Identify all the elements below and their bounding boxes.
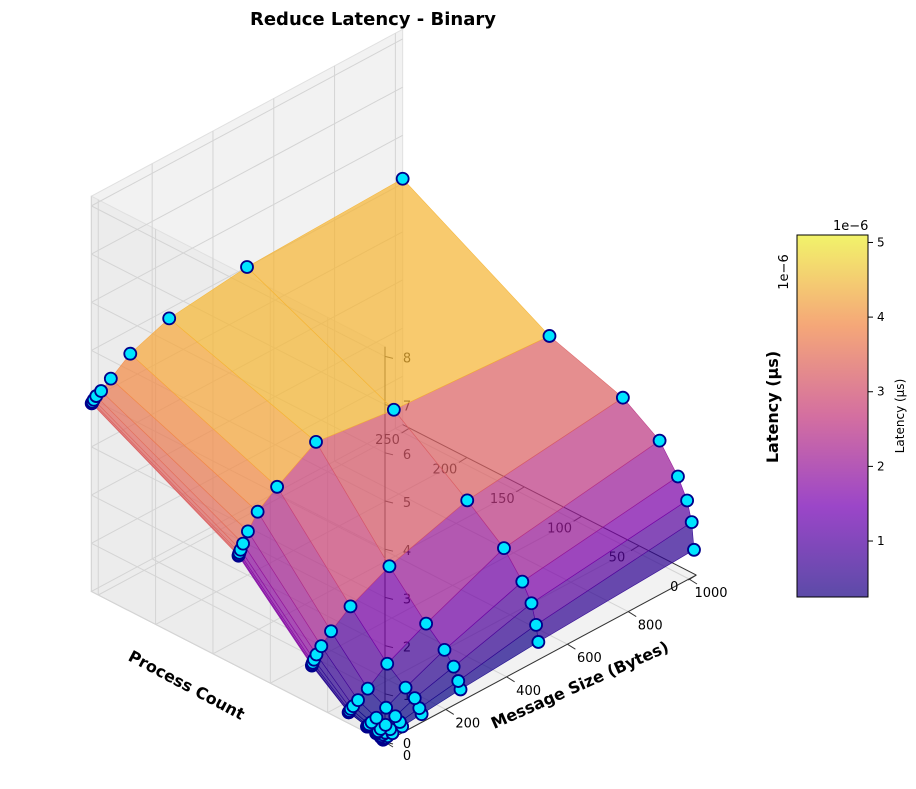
data-point: [531, 635, 546, 649]
colorbar-ticks: 1 2 3 4 5: [868, 235, 885, 548]
data-point: [542, 329, 557, 343]
data-point: [460, 493, 475, 508]
data-point: [388, 709, 403, 724]
colorbar-tick-label: 1: [877, 534, 885, 548]
data-point: [497, 541, 511, 556]
data-point: [398, 680, 413, 695]
data-point: [240, 260, 254, 274]
data-point: [615, 390, 630, 405]
z-grid-line-left: [91, 86, 403, 255]
data-point: [652, 433, 667, 448]
data-point: [395, 171, 410, 186]
colorbar-offset-label: 1e−6: [833, 219, 868, 234]
data-point: [382, 559, 397, 574]
data-point: [684, 515, 699, 530]
y-tick-label: 200: [455, 716, 480, 731]
data-point: [451, 674, 466, 688]
data-point: [687, 542, 701, 557]
data-point: [241, 524, 255, 539]
data-point: [380, 656, 395, 671]
data-point: [529, 617, 543, 632]
z-grid-line-left: [91, 134, 403, 303]
data-point: [236, 536, 250, 551]
surface: [91, 178, 695, 741]
y-tick-label: 600: [577, 651, 602, 666]
y-tick-mark: [567, 643, 576, 650]
data-point: [103, 371, 118, 386]
y-axis-line: [384, 574, 697, 743]
data-point: [123, 346, 138, 361]
data-point: [437, 642, 452, 657]
data-point: [378, 717, 393, 732]
z-offset-label: 1e−6: [777, 254, 792, 289]
y-tick-label: 0: [403, 749, 411, 764]
data-point: [351, 693, 365, 708]
x-tick-label: 0: [670, 580, 678, 595]
data-point: [671, 469, 685, 484]
data-markers: [84, 171, 701, 747]
z-grid-line-left: [91, 38, 403, 207]
data-point: [360, 681, 375, 696]
data-point: [446, 659, 461, 674]
chart-title: Reduce Latency - Binary: [250, 9, 496, 30]
y-tick-mark: [506, 676, 515, 683]
data-point: [407, 691, 422, 706]
y-tick-mark: [445, 708, 455, 715]
data-point: [379, 700, 394, 715]
z-grid-line-right: [91, 591, 386, 743]
y-tick-label: 1000: [694, 586, 727, 601]
data-point: [270, 479, 284, 494]
data-point: [250, 504, 265, 519]
colorbar-label: Latency (µs): [893, 379, 907, 454]
data-point: [680, 493, 695, 508]
data-point: [515, 574, 530, 589]
data-point: [343, 599, 358, 614]
z-axis-label: Latency (µs): [763, 351, 782, 463]
colorbar: [796, 234, 869, 598]
data-point: [386, 402, 401, 417]
data-point: [324, 624, 338, 639]
colorbar-tick-label: 2: [877, 459, 885, 473]
data-point: [314, 639, 329, 654]
colorbar-tick-label: 5: [877, 235, 885, 249]
data-point: [94, 384, 108, 398]
data-point: [419, 616, 434, 631]
colorbar-tick-label: 4: [877, 310, 885, 324]
data-point: [369, 710, 384, 725]
y-tick-label: 400: [516, 684, 541, 699]
data-point: [524, 596, 539, 611]
y-tick-label: 800: [638, 619, 663, 634]
z-tick-label: 0: [403, 737, 411, 752]
y-tick-mark: [627, 611, 637, 618]
colorbar-tick-label: 3: [877, 385, 885, 399]
data-point: [162, 311, 177, 326]
y-tick-mark: [688, 578, 698, 585]
data-point: [309, 434, 323, 449]
